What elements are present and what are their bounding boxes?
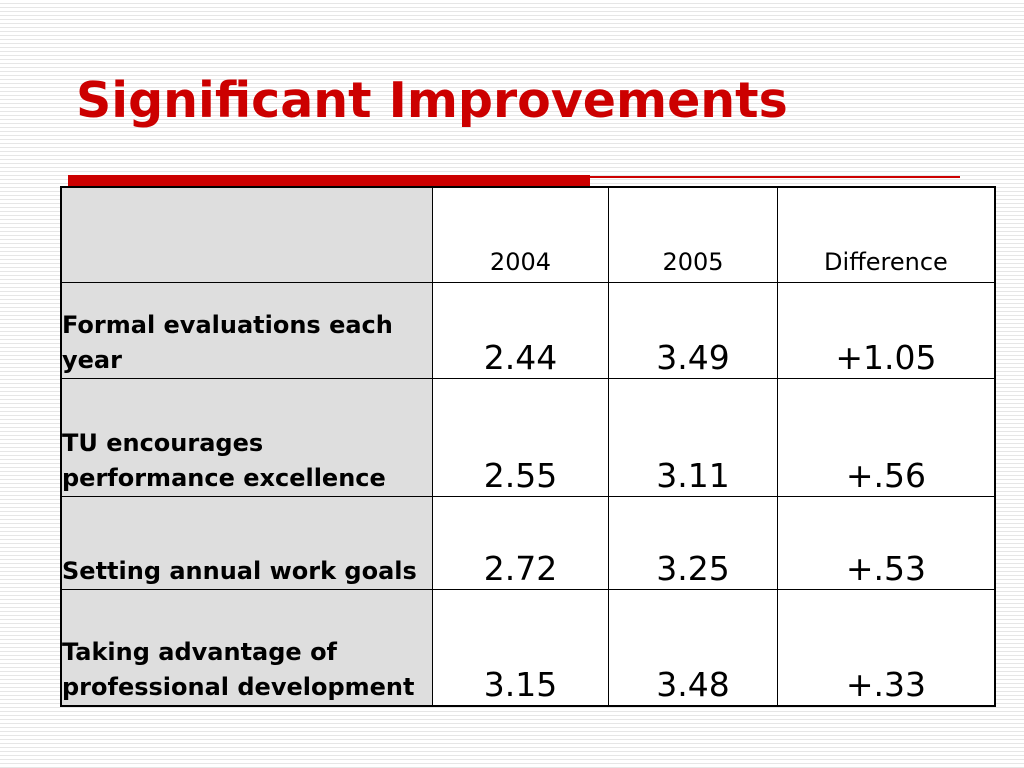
row-label: Setting annual work goals — [60, 495, 433, 590]
value-2005: 3.25 — [608, 495, 778, 590]
table-row: Formal evaluations each year 2.44 3.49 +… — [60, 281, 996, 379]
table-row: TU encourages performance excellence 2.5… — [60, 377, 996, 497]
value-difference: +.56 — [776, 377, 996, 497]
header-2004: 2004 — [431, 186, 610, 283]
slide-title: Significant Improvements — [76, 72, 788, 129]
value-2005: 3.49 — [608, 281, 778, 379]
table-row: Setting annual work goals 2.72 3.25 +.53 — [60, 495, 996, 590]
row-label: TU encourages performance excellence — [60, 377, 433, 497]
value-difference: +.33 — [776, 588, 996, 707]
value-2004: 2.55 — [431, 377, 610, 497]
table-header-row: 2004 2005 Difference — [60, 186, 996, 283]
value-2005: 3.11 — [608, 377, 778, 497]
header-corner-cell — [60, 186, 433, 283]
value-2004: 2.72 — [431, 495, 610, 590]
header-2005: 2005 — [608, 186, 778, 283]
row-label: Taking advantage of professional develop… — [60, 588, 433, 707]
value-difference: +.53 — [776, 495, 996, 590]
row-label: Formal evaluations each year — [60, 281, 433, 379]
header-difference: Difference — [776, 186, 996, 283]
table-row: Taking advantage of professional develop… — [60, 588, 996, 707]
title-underline-thin — [590, 176, 960, 178]
value-2004: 3.15 — [431, 588, 610, 707]
value-2004: 2.44 — [431, 281, 610, 379]
title-underline-thick — [68, 175, 590, 187]
value-difference: +1.05 — [776, 281, 996, 379]
results-table: 2004 2005 Difference Formal evaluations … — [60, 186, 996, 707]
value-2005: 3.48 — [608, 588, 778, 707]
